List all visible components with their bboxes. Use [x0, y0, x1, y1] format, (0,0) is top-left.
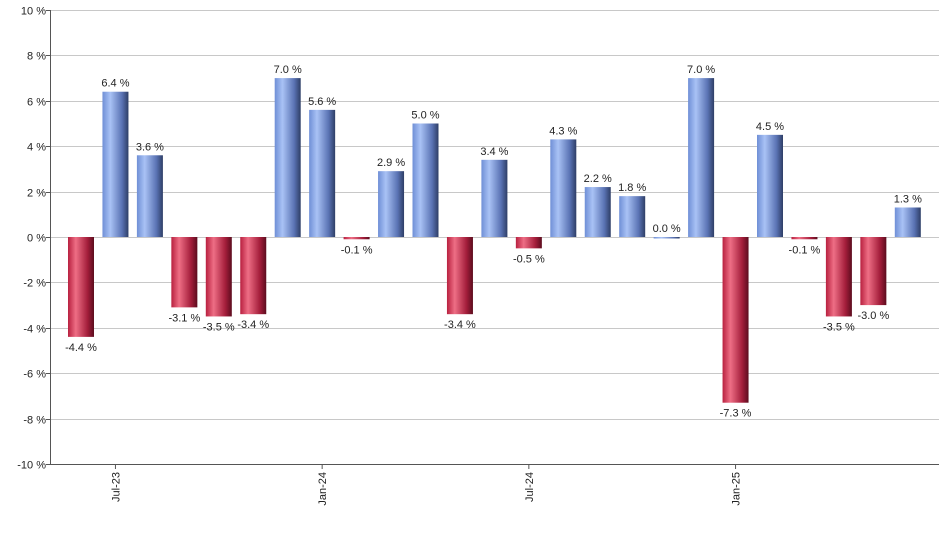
data-label-Oct-24: 1.8 %	[618, 182, 646, 194]
bar-Feb-24	[343, 237, 370, 240]
data-label-Feb-24: -0.1 %	[341, 244, 373, 256]
x-tick-label: Jul-23	[110, 472, 122, 502]
bar-Dec-24	[688, 78, 715, 237]
data-label-May-25: -3.0 %	[857, 310, 889, 322]
data-label-Jan-24: 5.6 %	[308, 96, 336, 108]
bar-Feb-25	[757, 134, 783, 237]
data-label-May-24: -3.4 %	[444, 319, 476, 331]
x-axis-tick-labels: Jul-23 Jan-24 Jul-24 Jan-25	[110, 464, 743, 506]
y-tick-label: -8 %	[23, 415, 46, 427]
data-label-Jul-23: 6.4 %	[101, 78, 129, 90]
data-label-Mar-25: -0.1 %	[789, 244, 821, 256]
bar-Aug-24	[550, 139, 577, 237]
data-label-Jan-25: -7.3 %	[720, 408, 752, 420]
y-tick-label: 0 %	[27, 233, 46, 245]
bar-Oct-23	[205, 237, 232, 317]
data-label-Nov-24: 0.0 %	[653, 223, 681, 235]
bar-Sep-23	[171, 237, 198, 308]
y-tick-label: -2 %	[23, 278, 46, 290]
y-tick-label: -6 %	[23, 369, 46, 381]
data-label-Oct-23: -3.5 %	[203, 321, 235, 333]
bar-Jul-24	[515, 237, 542, 249]
bar-Dec-23	[274, 78, 301, 237]
bar-Apr-25	[825, 237, 852, 317]
data-label-Feb-25: 4.5 %	[756, 121, 784, 133]
data-label-Jul-24: -0.5 %	[513, 253, 545, 265]
data-label-Jun-23: -4.4 %	[65, 342, 97, 354]
bar-Jan-25	[722, 237, 749, 403]
bar-Sep-24	[584, 187, 611, 237]
bar-Mar-24	[378, 171, 405, 237]
data-labels: -4.4 %6.4 %3.6 %-3.1 %-3.5 % -3.4 %7.0 %5…	[65, 64, 922, 420]
bars	[68, 78, 921, 403]
bar-May-24	[446, 237, 473, 315]
y-tick-label: -4 %	[23, 324, 46, 336]
axes	[50, 10, 939, 465]
bar-Jun-25	[894, 207, 921, 237]
bar-Jul-23	[102, 91, 129, 237]
x-tick-label: Jul-24	[524, 472, 536, 502]
x-tick-label: Jan-25	[731, 472, 743, 506]
bar-Jan-24	[309, 109, 336, 237]
bar-Jun-24	[481, 159, 508, 237]
y-tick-label: -10 %	[17, 460, 46, 472]
data-label-Mar-24: 2.9 %	[377, 157, 405, 169]
y-tick-label: 8 %	[27, 51, 46, 63]
bar-Nov-24	[653, 237, 680, 239]
y-tick-label: 2 %	[27, 188, 46, 200]
y-tick-label: 10 %	[21, 6, 46, 18]
data-label-Dec-24: 7.0 %	[687, 64, 715, 76]
data-label-Sep-23: -3.1 %	[168, 312, 200, 324]
data-label-Jun-24: 3.4 %	[480, 146, 508, 158]
bar-Apr-24	[412, 123, 439, 237]
data-label-Sep-24: 2.2 %	[584, 173, 612, 185]
y-tick-label: 4 %	[27, 142, 46, 154]
data-label-Apr-24: 5.0 %	[411, 110, 439, 122]
bar-Aug-23	[136, 155, 163, 237]
bar-May-25	[860, 237, 887, 306]
data-label-Nov-23: -3.4 %	[237, 319, 269, 331]
data-label-Aug-24: 4.3 %	[549, 125, 577, 137]
bar-Mar-25	[791, 237, 818, 240]
data-label-Jun-25: 1.3 %	[894, 193, 922, 205]
bar-Oct-24	[619, 196, 646, 237]
bar-Nov-23	[240, 237, 267, 315]
bar-Jun-23	[68, 237, 94, 337]
data-label-Apr-25: -3.5 %	[823, 321, 855, 333]
y-tick-label: 6 %	[27, 97, 46, 109]
data-label-Dec-23: 7.0 %	[274, 64, 302, 76]
y-axis-tick-labels: -10 % -8 % -6 % -4 % -2 % 0 % 2 % 4 % 6 % 8 % 10 %	[17, 6, 46, 472]
x-tick-label: Jan-24	[317, 472, 329, 506]
data-label-Aug-23: 3.6 %	[136, 141, 164, 153]
